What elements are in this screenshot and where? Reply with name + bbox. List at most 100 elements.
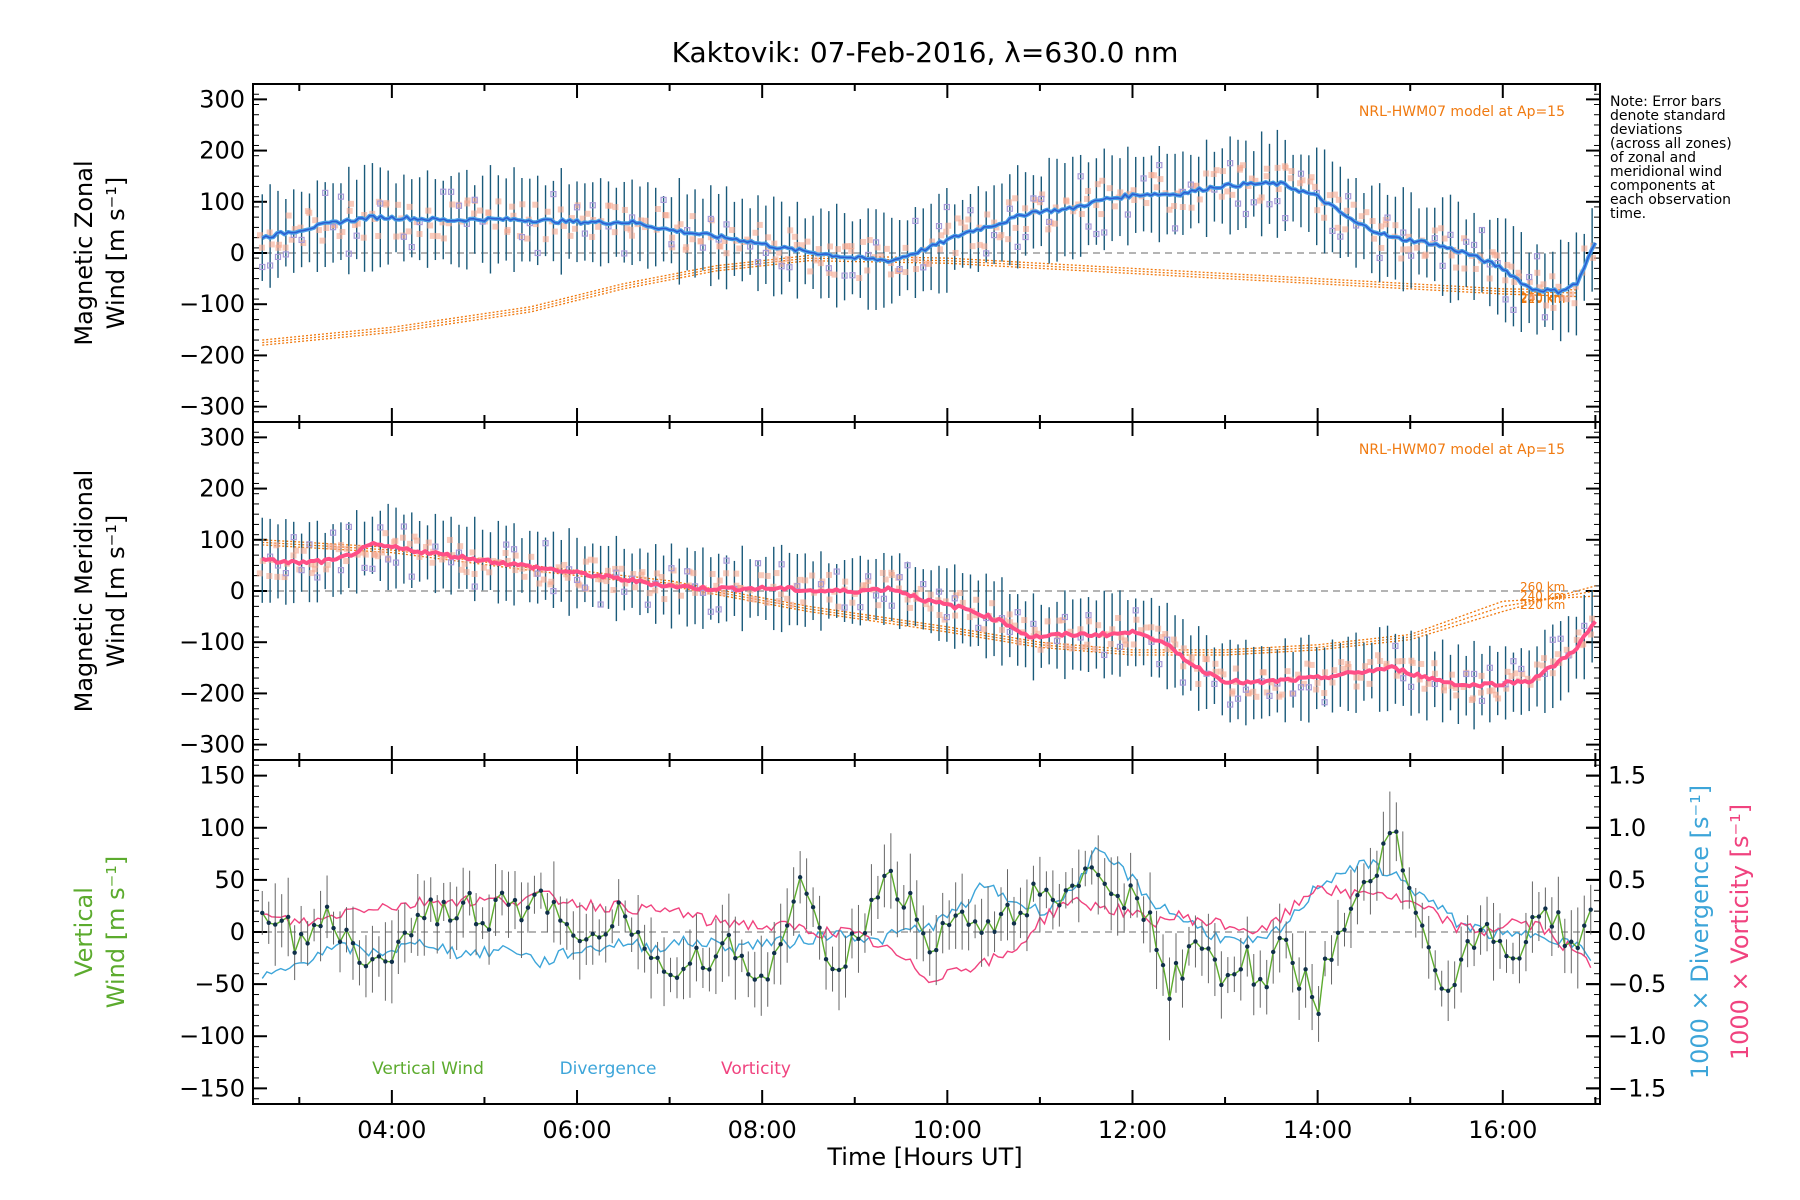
zone-blob	[331, 543, 338, 550]
zone-blob	[1188, 204, 1195, 211]
zone-point	[1053, 637, 1061, 644]
zone-point	[503, 541, 510, 548]
zone-blob	[1486, 688, 1493, 695]
zone-blob	[1166, 206, 1173, 213]
zone-point	[762, 249, 769, 257]
vertical-wind-point	[1400, 868, 1406, 873]
zone-blob	[1304, 660, 1311, 667]
zone-blob	[584, 210, 591, 217]
vertical-wind-line	[261, 830, 1592, 1015]
zone-blob	[1453, 692, 1460, 699]
zone-blob	[1180, 663, 1187, 670]
zone-blob	[576, 582, 583, 589]
zone-blob	[1148, 624, 1155, 631]
vertical-wind-point	[1335, 930, 1341, 936]
zone-blob	[1564, 296, 1571, 303]
y-tick-label: 0	[230, 577, 245, 605]
zone-blob	[957, 589, 964, 596]
zone-point	[369, 565, 376, 572]
zone-blob	[776, 249, 783, 256]
y-tick-label: −150	[179, 1074, 245, 1102]
zone-point	[1250, 199, 1257, 206]
zone-point	[1526, 273, 1533, 281]
vertical-wind-point	[1018, 910, 1023, 916]
zone-blob	[1378, 223, 1385, 230]
zone-blob	[807, 268, 814, 275]
vorticity-line	[262, 884, 1592, 984]
zone-blob	[713, 582, 720, 589]
zone-point	[880, 595, 888, 602]
note-line: components at	[1610, 178, 1716, 194]
zone-blob	[1195, 680, 1202, 687]
zone-blob	[1153, 184, 1160, 191]
vertical-wind-point	[1283, 937, 1289, 943]
vertical-wind-point	[1102, 881, 1107, 886]
zone-blob	[293, 547, 300, 554]
zone-blob	[1250, 688, 1257, 695]
zone-blob	[729, 226, 736, 233]
zone-point	[282, 570, 289, 577]
zone-blob	[1440, 684, 1447, 691]
zone-blob	[449, 201, 456, 208]
vertical-wind-point	[1348, 906, 1354, 911]
zone-blob	[802, 577, 809, 584]
zone-blob	[416, 553, 423, 560]
zone-blob	[1492, 691, 1499, 698]
zone-blob	[457, 543, 464, 550]
zone-blob	[1308, 661, 1315, 668]
zone-blob	[1508, 263, 1515, 270]
panel-zonal: −300 −200 −100 0 100 200 300 Magnetic Zonal Wind…	[70, 83, 1601, 423]
zone-blob	[312, 217, 319, 224]
zone-blob	[959, 599, 966, 606]
zone-point	[314, 574, 321, 581]
zone-blob	[1400, 246, 1407, 253]
vertical-wind-point	[519, 917, 524, 923]
zone-blob	[1276, 693, 1283, 700]
vertical-wind-point	[700, 965, 706, 971]
zone-blob	[991, 219, 998, 226]
zone-blob	[1425, 680, 1432, 687]
zone-blob	[548, 578, 555, 585]
vertical-wind-point	[901, 905, 907, 910]
vertical-wind-point	[1225, 972, 1231, 978]
zone-point	[1030, 195, 1037, 202]
vertical-wind-point	[1044, 887, 1049, 892]
zone-blob	[1210, 171, 1217, 178]
vertical-wind-point	[415, 912, 420, 918]
zone-point	[935, 223, 943, 230]
zone-blob	[1448, 671, 1455, 678]
zone-blob	[799, 242, 806, 249]
model-curve	[262, 541, 1596, 654]
vertical-wind-point	[713, 954, 719, 959]
note-line: deviations	[1610, 122, 1682, 138]
zone-blob	[504, 226, 511, 233]
vertical-wind-point	[584, 937, 589, 942]
zone-blob	[1217, 668, 1224, 675]
zone-point	[1156, 661, 1163, 668]
zone-blob	[557, 206, 564, 213]
zone-point	[1046, 218, 1053, 225]
zone-point	[872, 239, 880, 246]
zone-point	[448, 188, 455, 195]
zone-blob	[999, 626, 1006, 633]
zone-blob	[887, 271, 894, 278]
y2-tick-label: −0.5	[1608, 970, 1666, 998]
zone-point	[337, 193, 345, 200]
zone-blob	[1581, 245, 1588, 252]
zone-blob	[826, 596, 833, 603]
y2-tick-label: −1.5	[1608, 1074, 1666, 1102]
zone-blob	[288, 236, 295, 243]
zone-blob	[434, 233, 441, 240]
zone-blob	[395, 201, 402, 208]
zone-blob	[1361, 663, 1368, 670]
zone-blob	[1236, 166, 1243, 173]
zone-point	[1061, 613, 1069, 621]
zone-blob	[848, 243, 855, 250]
zone-blob	[492, 223, 499, 230]
zone-blob	[677, 221, 684, 228]
zone-blob	[888, 569, 895, 576]
zone-point	[699, 589, 707, 596]
vertical-wind-point	[337, 939, 343, 945]
zone-blob	[791, 233, 798, 240]
vertical-wind-point	[1115, 893, 1120, 899]
